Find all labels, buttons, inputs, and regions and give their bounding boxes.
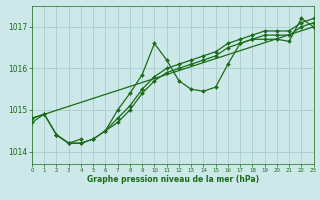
X-axis label: Graphe pression niveau de la mer (hPa): Graphe pression niveau de la mer (hPa) <box>87 175 259 184</box>
